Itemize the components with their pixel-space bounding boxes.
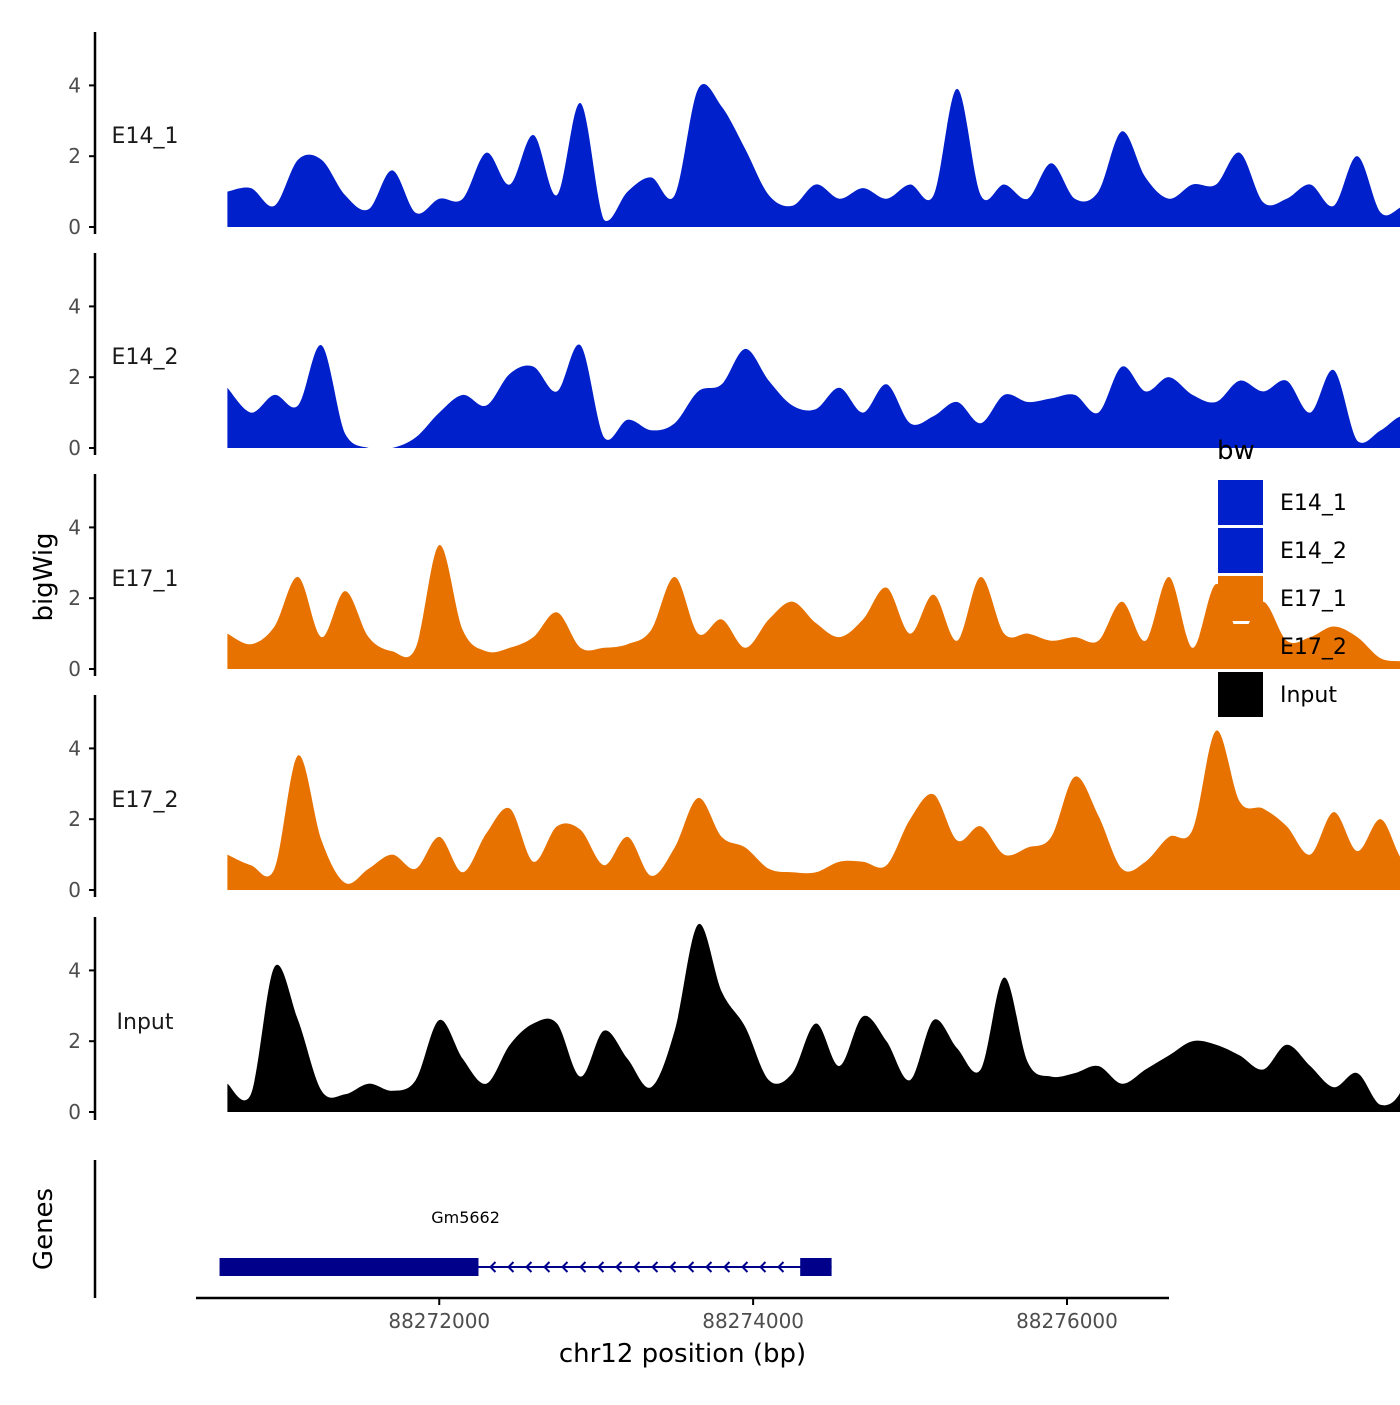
y-tick-label: 2 xyxy=(68,365,81,389)
panel-label-e17-2: E17_2 xyxy=(112,788,179,813)
panel-label-e14-1: E14_1 xyxy=(112,124,179,149)
legend-swatch-e17-2 xyxy=(1218,624,1263,669)
x-tick-label: 88272000 xyxy=(388,1309,490,1333)
strand-arrow xyxy=(705,1261,713,1273)
strand-arrow xyxy=(489,1261,497,1273)
strand-arrow xyxy=(723,1261,731,1273)
panel-label-e17-1: E17_1 xyxy=(112,567,179,592)
legend-swatch-input xyxy=(1218,672,1263,717)
strand-arrow xyxy=(687,1261,695,1273)
x-axis-title: chr12 position (bp) xyxy=(559,1339,806,1369)
strand-arrow xyxy=(525,1261,533,1273)
strand-arrow xyxy=(759,1261,767,1273)
panel-label-input: Input xyxy=(117,1010,174,1035)
y-tick-label: 0 xyxy=(68,878,81,902)
y-tick-label: 0 xyxy=(68,657,81,681)
y-tick-label: 2 xyxy=(68,807,81,831)
y-tick-label: 4 xyxy=(68,73,81,97)
track-area-e17-1 xyxy=(227,545,1400,669)
y-tick-label: 0 xyxy=(68,215,81,239)
legend-label-input: Input xyxy=(1280,683,1337,708)
y-tick-label: 4 xyxy=(68,294,81,318)
legend-label-e17-2: E17_2 xyxy=(1280,635,1347,660)
track-area-e14-2 xyxy=(227,344,1400,448)
y-tick-label: 2 xyxy=(68,586,81,610)
x-tick-label: 88276000 xyxy=(1016,1309,1118,1333)
y-tick-label: 2 xyxy=(68,1029,81,1053)
legend-swatch-e17-1 xyxy=(1218,576,1263,621)
strand-arrow xyxy=(561,1261,569,1273)
legend-title: bw xyxy=(1217,436,1255,466)
legend-swatch-e14-2 xyxy=(1218,528,1263,573)
y-tick-label: 4 xyxy=(68,958,81,982)
legend-label-e17-1: E17_1 xyxy=(1280,587,1347,612)
strand-arrow xyxy=(741,1261,749,1273)
legend-swatch-e14-1 xyxy=(1218,480,1263,525)
strand-arrow xyxy=(597,1261,605,1273)
panel-label-e14-2: E14_2 xyxy=(112,345,179,370)
strand-arrow xyxy=(507,1261,515,1273)
x-tick-label: 88274000 xyxy=(702,1309,804,1333)
track-area-e17-2 xyxy=(227,730,1400,890)
strand-arrow xyxy=(543,1261,551,1273)
track-area-input xyxy=(227,924,1400,1112)
genes-axis-title: Genes xyxy=(29,1188,59,1270)
y-tick-label: 0 xyxy=(68,1100,81,1124)
legend-label-e14-1: E14_1 xyxy=(1280,491,1347,516)
strand-arrow xyxy=(615,1261,623,1273)
strand-arrow xyxy=(777,1261,785,1273)
y-tick-label: 0 xyxy=(68,436,81,460)
y-tick-label: 4 xyxy=(68,515,81,539)
strand-arrow xyxy=(579,1261,587,1273)
y-tick-label: 4 xyxy=(68,736,81,760)
gene-exon-block xyxy=(219,1258,479,1276)
y-axis-title: bigWig xyxy=(29,532,59,621)
legend-label-e14-2: E14_2 xyxy=(1280,539,1347,564)
y-tick-label: 2 xyxy=(68,144,81,168)
gene-label-gm5662: Gm5662 xyxy=(431,1208,500,1227)
gene-exon-block xyxy=(800,1258,832,1276)
strand-arrow xyxy=(669,1261,677,1273)
strand-arrow xyxy=(633,1261,641,1273)
track-area-e14-1 xyxy=(227,84,1400,227)
strand-arrow xyxy=(651,1261,659,1273)
